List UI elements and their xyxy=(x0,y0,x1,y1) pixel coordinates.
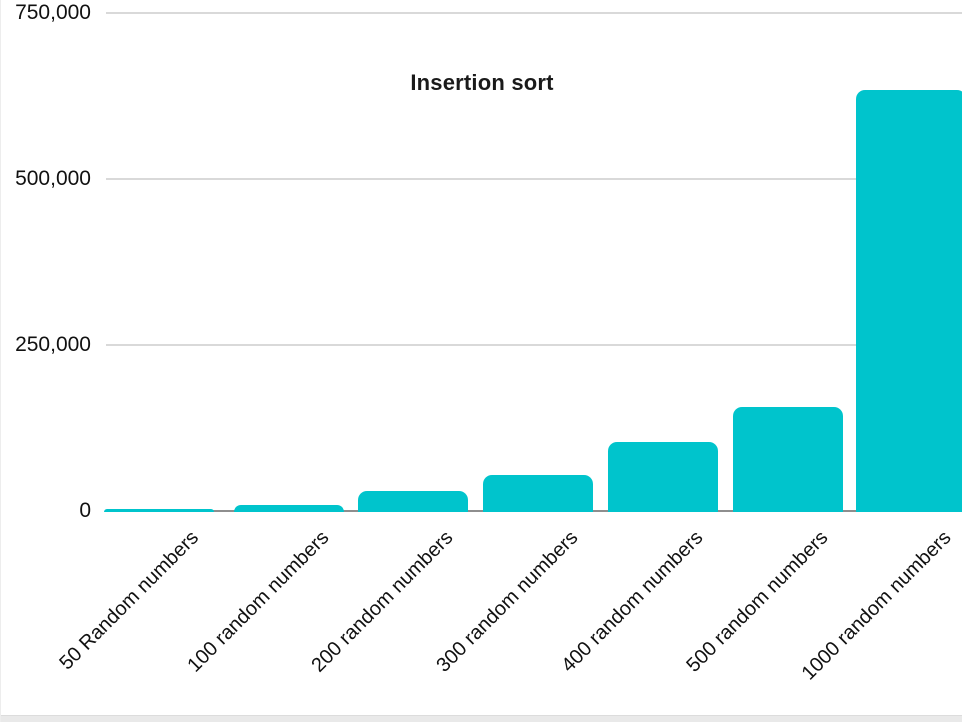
y-axis-tick-label: 500,000 xyxy=(15,167,91,190)
bar-500-random-numbers xyxy=(733,407,843,512)
bar-50-random-numbers xyxy=(104,509,214,512)
gridline xyxy=(106,12,962,14)
y-axis-tick-label: 0 xyxy=(79,499,91,522)
horizontal-scrollbar-track[interactable] xyxy=(1,715,962,722)
x-axis-tick-label: 50 Random numbers xyxy=(55,526,204,675)
gridline xyxy=(106,178,962,180)
bar-200-random-numbers xyxy=(358,491,468,512)
bar-1000-random-numbers xyxy=(856,90,962,512)
x-axis-tick-label: 400 random numbers xyxy=(557,526,708,677)
bar-400-random-numbers xyxy=(608,442,718,512)
bar-300-random-numbers xyxy=(483,475,593,512)
chart-title: Insertion sort xyxy=(410,70,554,95)
y-axis-tick-label: 250,000 xyxy=(15,333,91,356)
gridline xyxy=(106,344,962,346)
x-axis-tick-label: 200 random numbers xyxy=(307,526,458,677)
x-axis-tick-label: 300 random numbers xyxy=(432,526,583,677)
y-axis-tick-label: 750,000 xyxy=(15,1,91,24)
bar-100-random-numbers xyxy=(234,505,344,512)
